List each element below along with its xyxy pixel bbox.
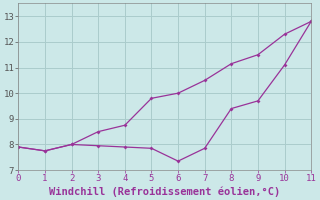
X-axis label: Windchill (Refroidissement éolien,°C): Windchill (Refroidissement éolien,°C) [49,186,280,197]
